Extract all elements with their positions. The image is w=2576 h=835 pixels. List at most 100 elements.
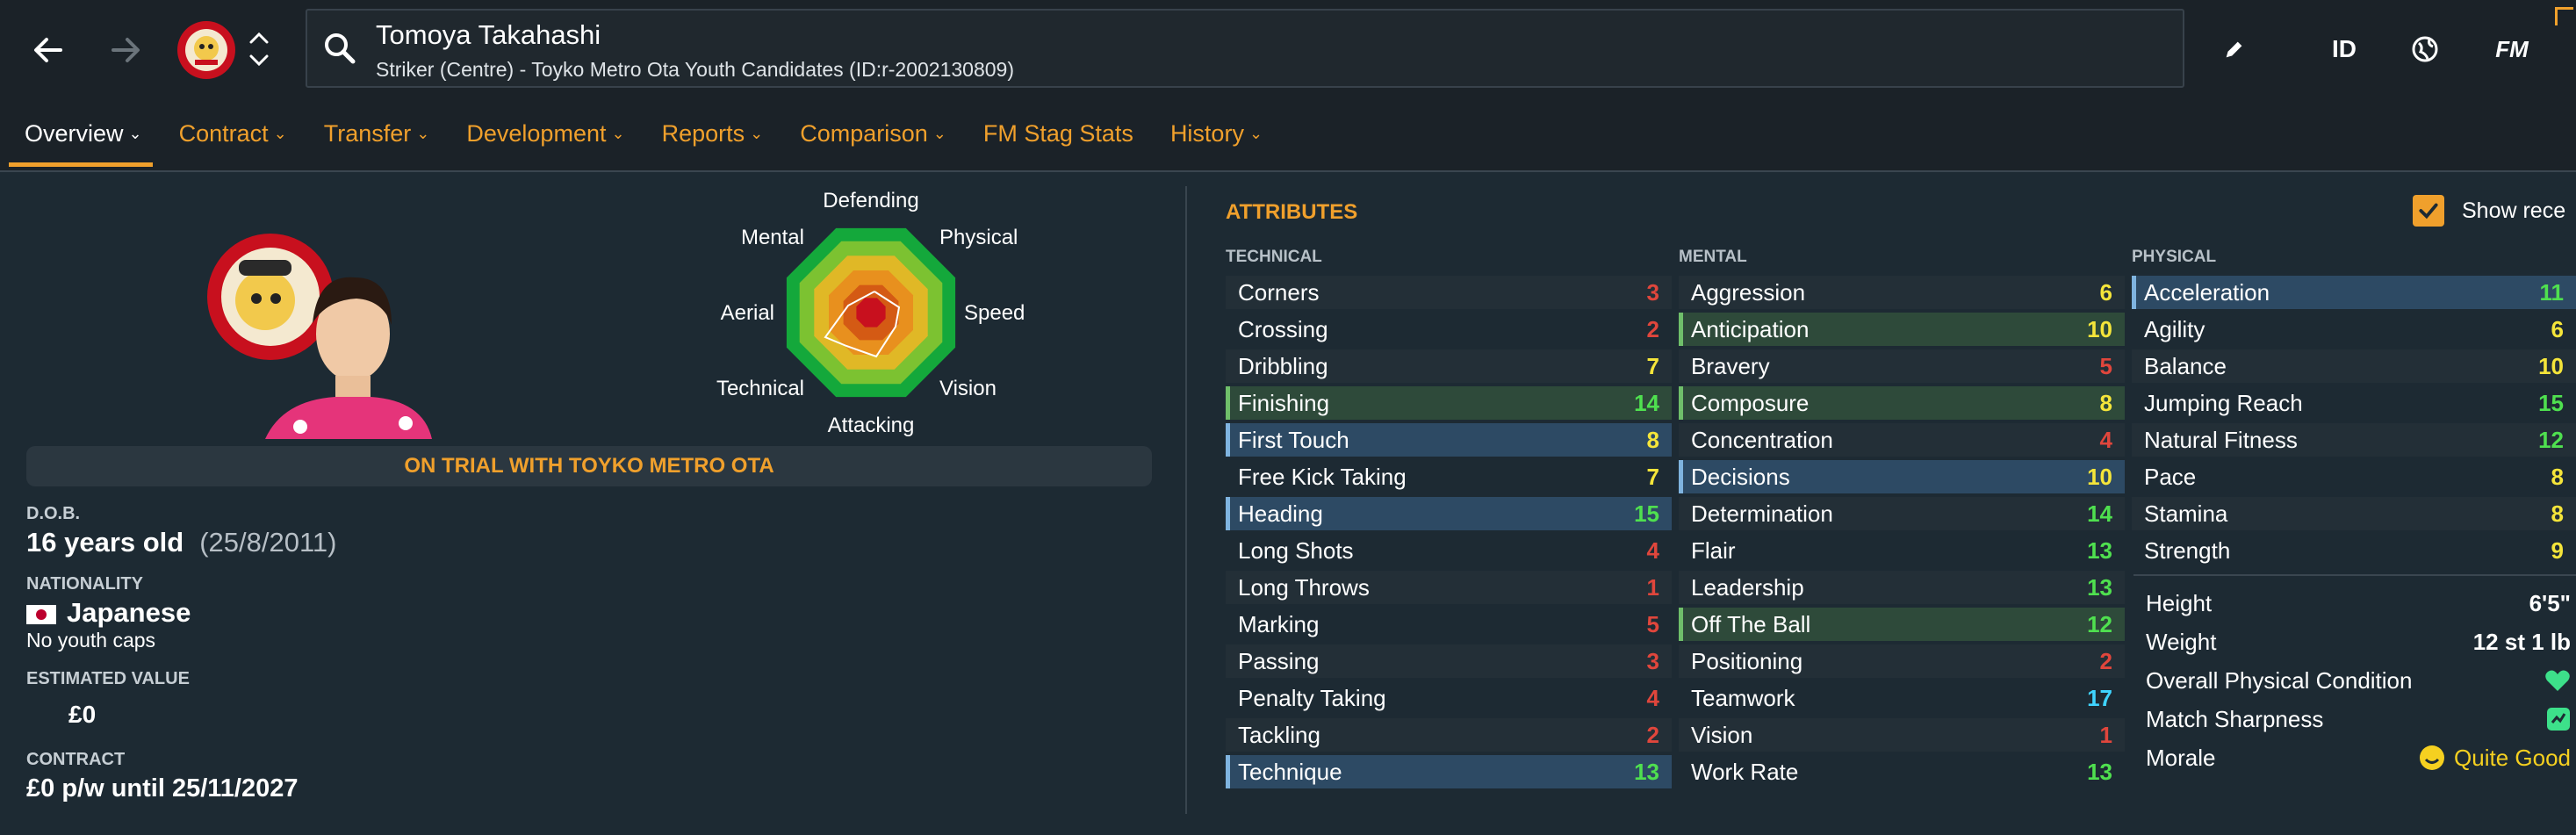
attribute-value: 3: [1646, 278, 1659, 306]
attribute-value: 1: [2099, 721, 2112, 748]
pencil-icon: [2226, 41, 2242, 58]
attribute-name: Penalty Taking: [1238, 684, 1386, 711]
attribute-name: Stamina: [2144, 500, 2228, 527]
attribute-row-work-rate[interactable]: Work Rate 13: [1679, 755, 2125, 788]
chevron-down-icon: ⌄: [273, 124, 287, 142]
radar-ring: [856, 298, 886, 328]
attribute-row-balance[interactable]: Balance 10: [2132, 349, 2576, 383]
attribute-row-off-the-ball[interactable]: Off The Ball 12: [1679, 608, 2125, 641]
attribute-row-tackling[interactable]: Tackling 2: [1226, 718, 1672, 752]
attribute-name: Teamwork: [1691, 684, 1795, 711]
player-photo: [204, 225, 432, 439]
attribute-value: 10: [2087, 315, 2112, 342]
attribute-row-flair[interactable]: Flair 13: [1679, 534, 2125, 567]
attribute-row-vision[interactable]: Vision 1: [1679, 718, 2125, 752]
attribute-row-teamwork[interactable]: Teamwork 17: [1679, 681, 2125, 715]
attribute-row-jumping-reach[interactable]: Jumping Reach 15: [2132, 386, 2576, 420]
condition-row: Overall Physical Condition: [2133, 662, 2576, 699]
attribute-row-first-touch[interactable]: First Touch 8: [1226, 423, 1672, 457]
attribute-row-leadership[interactable]: Leadership 13: [1679, 571, 2125, 604]
attribute-row-strength[interactable]: Strength 9: [2132, 534, 2576, 567]
radar-label-defending: Defending: [823, 189, 918, 212]
attribute-row-aggression[interactable]: Aggression 6: [1679, 276, 2125, 309]
forward-button[interactable]: [98, 23, 153, 77]
tab-fm-stag-stats[interactable]: FM Stag Stats: [983, 116, 1133, 151]
nationality-value[interactable]: Japanese: [26, 597, 191, 629]
attribute-row-technique[interactable]: Technique 13: [1226, 755, 1672, 788]
attribute-value: 5: [1646, 610, 1659, 637]
fm-button[interactable]: FM: [2495, 35, 2529, 62]
attribute-row-composure[interactable]: Composure 8: [1679, 386, 2125, 420]
tab-contract[interactable]: Contract ⌄: [179, 116, 287, 151]
show-recent-toggle[interactable]: Show rece: [2413, 195, 2565, 227]
attribute-row-finishing[interactable]: Finishing 14: [1226, 386, 1672, 420]
attribute-row-corners[interactable]: Corners 3: [1226, 276, 1672, 309]
attribute-row-acceleration[interactable]: Acceleration 11: [2132, 276, 2576, 309]
attribute-row-bravery[interactable]: Bravery 5: [1679, 349, 2125, 383]
tab-overview[interactable]: Overview ⌄: [9, 116, 153, 167]
attribute-name: Bravery: [1691, 352, 1770, 379]
attribute-name: Agility: [2144, 315, 2205, 342]
attribute-row-penalty-taking[interactable]: Penalty Taking 4: [1226, 681, 1672, 715]
tab-history[interactable]: History ⌄: [1170, 116, 1263, 151]
attribute-value: 8: [2551, 500, 2564, 527]
attribute-row-dribbling[interactable]: Dribbling 7: [1226, 349, 1672, 383]
sharpness-icon: [2547, 708, 2570, 731]
dob-label: D.O.B.: [26, 504, 81, 523]
nationality-text: Japanese: [67, 597, 191, 628]
tab-label: Development: [466, 119, 607, 147]
attribute-row-heading[interactable]: Heading 15: [1226, 497, 1672, 530]
attribute-row-agility[interactable]: Agility 6: [2132, 313, 2576, 346]
attribute-row-anticipation[interactable]: Anticipation 10: [1679, 313, 2125, 346]
edit-button[interactable]: [2213, 26, 2256, 72]
attribute-row-passing[interactable]: Passing 3: [1226, 644, 1672, 678]
radar-label-speed: Speed: [964, 301, 1025, 325]
mental-heading: MENTAL: [1679, 248, 1747, 266]
id-button[interactable]: ID: [2332, 35, 2357, 62]
attribute-name: Positioning: [1691, 647, 1803, 674]
top-bar: Tomoya Takahashi Striker (Centre) - Toyk…: [0, 0, 2576, 172]
up-down-chevron-icon[interactable]: [246, 26, 272, 72]
attribute-value: 10: [2087, 463, 2112, 490]
attribute-value: 13: [2087, 573, 2112, 601]
search-box[interactable]: Tomoya Takahashi Striker (Centre) - Toyk…: [306, 9, 2184, 88]
show-recent-label: Show rece: [2462, 198, 2566, 223]
attribute-row-crossing[interactable]: Crossing 2: [1226, 313, 1672, 346]
club-crest[interactable]: [176, 19, 237, 81]
attribute-row-concentration[interactable]: Concentration 4: [1679, 423, 2125, 457]
attribute-value: 13: [1634, 758, 1659, 785]
attribute-name: Marking: [1238, 610, 1320, 637]
attribute-row-free-kick-taking[interactable]: Free Kick Taking 7: [1226, 460, 1672, 493]
checkbox-checked[interactable]: [2413, 195, 2444, 227]
attribute-row-stamina[interactable]: Stamina 8: [2132, 497, 2576, 530]
contract-value: £0 p/w until 25/11/2027: [26, 774, 299, 803]
smiley-icon: [2420, 745, 2445, 770]
attribute-row-marking[interactable]: Marking 5: [1226, 608, 1672, 641]
attribute-value: 4: [1646, 684, 1659, 711]
tab-label: History: [1169, 119, 1244, 147]
attribute-row-long-shots[interactable]: Long Shots 4: [1226, 534, 1672, 567]
attribute-value: 8: [1646, 426, 1659, 453]
radar-label-aerial: Aerial: [721, 301, 774, 325]
checkmark-icon: [2419, 203, 2438, 220]
chevron-down-icon: ⌄: [1248, 124, 1263, 142]
attribute-row-long-throws[interactable]: Long Throws 1: [1226, 571, 1672, 604]
search-icon: [325, 33, 356, 64]
tab-transfer[interactable]: Transfer ⌄: [324, 116, 430, 151]
globe-button[interactable]: [2399, 26, 2451, 72]
attribute-name: Tackling: [1238, 721, 1320, 748]
tab-comparison[interactable]: Comparison ⌄: [800, 116, 946, 151]
attribute-row-determination[interactable]: Determination 14: [1679, 497, 2125, 530]
chevron-down-icon: ⌄: [932, 124, 946, 142]
tab-label: FM Stag Stats: [982, 119, 1133, 147]
attribute-row-positioning[interactable]: Positioning 2: [1679, 644, 2125, 678]
back-button[interactable]: [21, 23, 76, 77]
attribute-row-decisions[interactable]: Decisions 10: [1679, 460, 2125, 493]
attribute-row-pace[interactable]: Pace 8: [2132, 460, 2576, 493]
tab-reports[interactable]: Reports ⌄: [662, 116, 764, 151]
morale-value: Quite Good: [2419, 745, 2571, 772]
tab-label: Reports: [661, 119, 745, 147]
attribute-value: 4: [1646, 536, 1659, 564]
tab-development[interactable]: Development ⌄: [466, 116, 624, 151]
attribute-row-natural-fitness[interactable]: Natural Fitness 12: [2132, 423, 2576, 457]
